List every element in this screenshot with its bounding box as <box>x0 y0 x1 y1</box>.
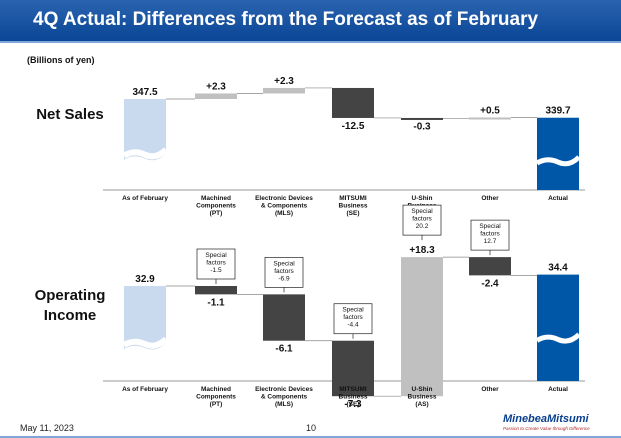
delta-value-label: -6.1 <box>275 344 293 355</box>
category-label: (PT) <box>210 210 223 217</box>
category-label: Electronic Devices <box>255 195 313 202</box>
category-label: (AS) <box>415 401 428 408</box>
delta-bar <box>263 294 305 341</box>
delta-value-label: +0.5 <box>480 105 500 116</box>
special-factors-text: 12.7 <box>484 238 497 245</box>
category-label: Machined <box>201 195 231 202</box>
special-factors-text: -4.4 <box>347 322 359 329</box>
start-bar-top <box>124 286 166 342</box>
category-label: As of February <box>122 195 168 202</box>
delta-value-label: -1.1 <box>207 297 225 308</box>
category-label: Components <box>196 394 236 401</box>
footer-date: May 11, 2023 <box>20 423 74 433</box>
special-factors-text: -6.9 <box>278 275 290 282</box>
header-divider <box>0 41 621 43</box>
start-value-label: 347.5 <box>132 87 157 98</box>
delta-value-label: -0.3 <box>413 122 431 133</box>
delta-value-label: +18.3 <box>409 245 435 256</box>
page-title: 4Q Actual: Differences from the Forecast… <box>33 9 539 30</box>
end-value-label: 34.4 <box>548 263 568 274</box>
category-label: (MLS) <box>275 210 293 217</box>
net-sales-label: Net Sales <box>36 106 104 123</box>
end-bar <box>537 117 579 190</box>
special-factors-text: factors <box>274 268 294 275</box>
special-factors-box <box>402 204 442 236</box>
start-bar-top <box>124 99 166 153</box>
special-factors-text: -1.5 <box>210 267 222 274</box>
category-label: Machined <box>201 386 231 393</box>
start-value-label: 32.9 <box>135 274 155 285</box>
category-label: As of February <box>122 386 168 393</box>
special-factors-text: factors <box>206 260 226 267</box>
delta-value-label: -12.5 <box>342 121 365 132</box>
delta-bar <box>263 87 305 94</box>
category-label: U-Shin <box>412 195 433 202</box>
end-value-label: 339.7 <box>545 106 570 117</box>
delta-bar <box>195 93 237 99</box>
delta-bar <box>332 87 374 118</box>
special-factors-text: factors <box>412 216 432 223</box>
delta-bar <box>401 257 443 397</box>
category-label: & Components <box>261 203 308 210</box>
delta-value-label: +2.3 <box>274 76 294 87</box>
axis-break <box>535 332 581 344</box>
special-factors-box <box>196 248 236 280</box>
category-label: Business <box>339 203 368 210</box>
category-label: (PT) <box>210 401 223 408</box>
operating-income-label: Operating Income <box>34 287 106 324</box>
delta-value-label: -2.4 <box>481 278 499 289</box>
category-label: U-Shin <box>412 386 433 393</box>
delta-bar <box>469 257 511 276</box>
units-label: (Billions of yen) <box>27 55 95 65</box>
special-factors-text: Special <box>479 223 501 230</box>
delta-value-label: +2.3 <box>206 81 226 92</box>
delta-bar <box>332 340 374 397</box>
category-label: MITSUMI <box>339 386 367 393</box>
axis-break <box>122 147 169 160</box>
category-label: MITSUMI <box>339 195 367 202</box>
special-factors-box <box>264 257 304 288</box>
category-label: Electronic Devices <box>255 386 313 393</box>
delta-bar <box>469 117 511 120</box>
logo-tagline: Passion to Create Value through Differen… <box>503 426 590 431</box>
category-label: Other <box>481 195 499 202</box>
category-label: Actual <box>548 195 568 202</box>
category-label: (MLS) <box>275 401 293 408</box>
delta-bar <box>195 286 237 295</box>
company-logo: MinebeaMitsumi Passion to Create Value t… <box>503 413 590 431</box>
category-label: (SE) <box>347 401 360 408</box>
category-label: Business <box>408 394 437 401</box>
special-factors-text: factors <box>480 231 500 238</box>
special-factors-text: Special <box>205 252 227 259</box>
special-factors-text: Special <box>273 260 295 267</box>
special-factors-box <box>470 219 510 251</box>
axis-break <box>122 336 169 349</box>
special-factors-text: Special <box>342 307 364 314</box>
special-factors-text: factors <box>343 314 363 321</box>
delta-bar <box>401 117 443 120</box>
end-bar <box>537 274 579 381</box>
special-factors-text: Special <box>411 208 433 215</box>
category-label: Business <box>339 394 368 401</box>
special-factors-text: 20.2 <box>416 223 429 230</box>
logo-wordmark: MinebeaMitsumi <box>503 413 589 425</box>
axis-break <box>535 155 581 167</box>
page-number: 10 <box>306 423 317 433</box>
category-label: Other <box>481 386 499 393</box>
header-bar: 4Q Actual: Differences from the Forecast… <box>0 0 621 41</box>
category-label: Components <box>196 203 236 210</box>
delta-value-label: -7.3 <box>344 399 362 410</box>
category-label: Actual <box>548 386 568 393</box>
category-label: (SE) <box>347 210 360 217</box>
footer-divider <box>0 436 621 438</box>
category-label: & Components <box>261 394 308 401</box>
